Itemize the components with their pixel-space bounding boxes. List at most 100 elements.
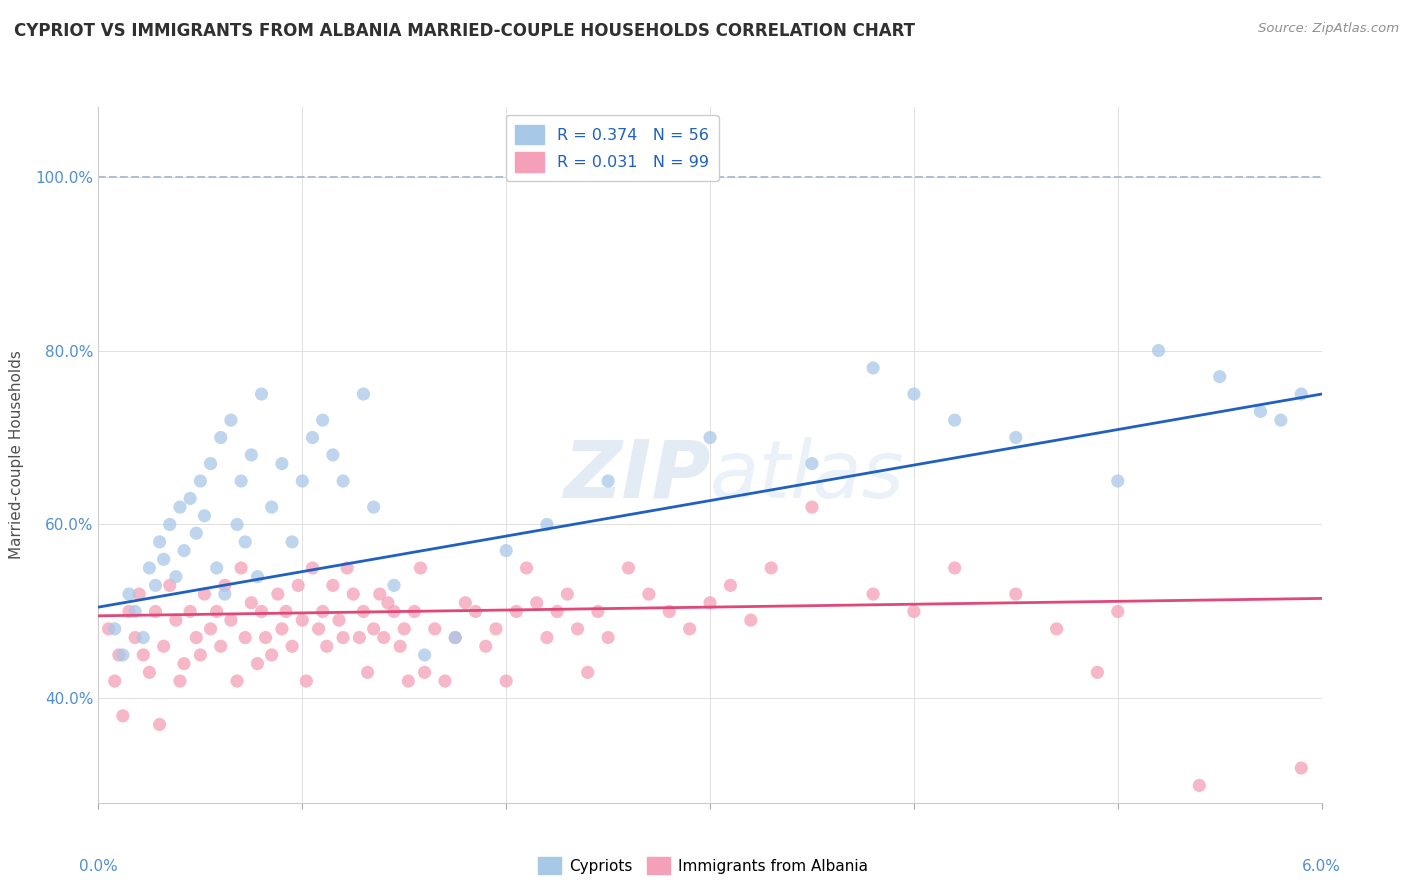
Point [132,631,155,645]
Point [392,622,416,636]
Point [485,622,508,636]
Point [200,622,222,636]
Point [188,474,211,488]
Point [118,605,141,619]
Point [193,587,215,601]
Point [444,631,467,645]
Point [1291,761,1313,775]
Point [1107,605,1129,619]
Point [291,613,314,627]
Point [111,708,134,723]
Point [759,561,782,575]
Point [396,674,419,689]
Point [423,622,446,636]
Point [179,605,201,619]
Point [699,596,721,610]
Point [352,605,374,619]
Point [536,631,558,645]
Point [301,561,323,575]
Text: 0.0%: 0.0% [79,859,118,874]
Point [474,639,498,653]
Point [505,605,527,619]
Point [124,631,146,645]
Point [336,561,359,575]
Point [270,622,292,636]
Point [138,561,160,575]
Point [555,587,579,601]
Point [404,605,426,619]
Point [413,665,436,680]
Point [291,474,314,488]
Point [801,457,824,471]
Point [454,596,477,610]
Point [862,587,884,601]
Point [332,631,354,645]
Point [270,457,292,471]
Text: 6.0%: 6.0% [1302,859,1341,874]
Point [409,561,432,575]
Point [186,526,208,541]
Point [226,674,249,689]
Point [145,578,167,592]
Point [118,587,141,601]
Point [250,387,273,401]
Point [229,561,253,575]
Point [152,552,174,566]
Point [205,605,228,619]
Point [658,605,681,619]
Point [267,587,290,601]
Point [342,587,364,601]
Point [159,517,181,532]
Point [1291,387,1313,401]
Point [311,413,335,427]
Point [274,605,297,619]
Point [214,587,236,601]
Point [179,491,201,506]
Point [862,361,884,376]
Point [903,605,925,619]
Point [413,648,436,662]
Point [377,596,399,610]
Point [219,613,242,627]
Point [301,431,323,445]
Point [149,717,172,731]
Point [495,674,517,689]
Point [281,535,304,549]
Point [586,605,609,619]
Point [546,605,568,619]
Point [596,631,619,645]
Point [356,665,378,680]
Point [138,665,160,680]
Point [740,613,762,627]
Point [104,674,127,689]
Point [111,648,134,662]
Point [1188,778,1211,793]
Point [368,587,391,601]
Text: atlas: atlas [710,437,905,515]
Text: CYPRIOT VS IMMIGRANTS FROM ALBANIA MARRIED-COUPLE HOUSEHOLDS CORRELATION CHART: CYPRIOT VS IMMIGRANTS FROM ALBANIA MARRI… [14,22,915,40]
Point [699,431,721,445]
Point [315,639,337,653]
Point [1045,622,1067,636]
Point [433,674,456,689]
Point [363,500,385,514]
Point [352,387,374,401]
Point [515,561,537,575]
Point [287,578,309,592]
Point [281,639,304,653]
Point [229,474,253,488]
Point [567,622,589,636]
Legend: R = 0.374   N = 56, R = 0.031   N = 99: R = 0.374 N = 56, R = 0.031 N = 99 [506,115,718,181]
Point [186,631,208,645]
Point [389,639,412,653]
Point [108,648,131,662]
Point [526,596,548,610]
Point [322,448,344,462]
Point [219,413,242,427]
Point [214,578,236,592]
Point [1004,587,1026,601]
Point [678,622,700,636]
Point [260,500,283,514]
Point [149,535,172,549]
Point [363,622,385,636]
